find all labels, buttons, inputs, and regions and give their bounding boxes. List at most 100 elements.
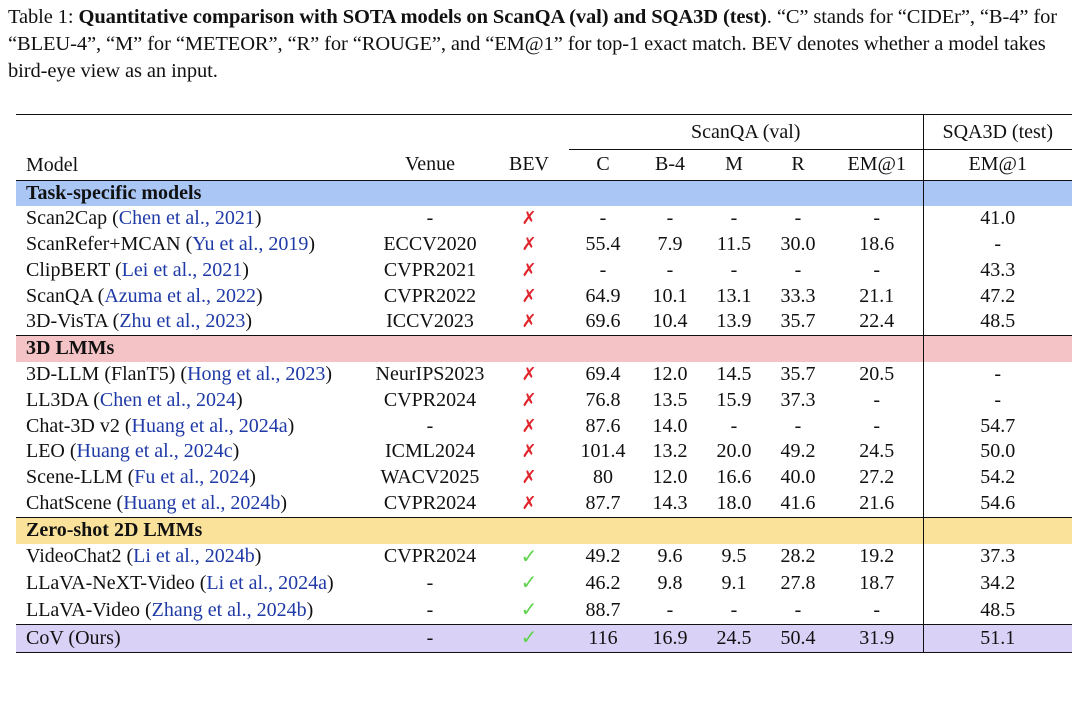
cell-sqa-em1: - — [922, 387, 1072, 414]
cell-m: 11.5 — [716, 233, 752, 256]
cross-icon: ✗ — [521, 389, 537, 411]
citation-link[interactable]: Li et al., 2024a — [206, 571, 327, 594]
cross-icon: ✗ — [521, 234, 537, 256]
model-name: LLaVA-Video (Zhang et al., 2024b) — [16, 597, 371, 626]
cell-bev: ✓ — [489, 570, 569, 597]
cell-em1: 21.1 — [859, 284, 895, 307]
cell-sqa-em1: 41.0 — [922, 206, 1072, 233]
cell-venue: - — [426, 207, 434, 230]
model-label-close: ) — [254, 545, 262, 568]
cell-b4: - — [637, 597, 703, 626]
group-header-scanqa: ScanQA (val) — [691, 121, 801, 143]
section-title-spacer — [922, 335, 1072, 363]
cell-b4: 14.3 — [637, 491, 703, 518]
citation-link[interactable]: Lei et al., 2021 — [121, 258, 243, 281]
model-label-close: ) — [308, 233, 316, 256]
cell-c: 87.7 — [569, 491, 637, 518]
cell-b4: 13.5 — [652, 388, 688, 411]
table-row: ClipBERT (Lei et al., 2021) CVPR2021 ✗ - - - -… — [16, 257, 1072, 284]
cell-c: 49.2 — [585, 545, 621, 568]
citation-link[interactable]: Huang et al., 2024b — [123, 492, 281, 515]
table-row: ChatScene (Huang et al., 2024b) CVPR2024 ✗… — [16, 491, 1072, 518]
model-name: Scan2Cap (Chen et al., 2021) — [16, 206, 371, 232]
cell-r: 27.8 — [780, 571, 816, 594]
cell-venue: - — [371, 597, 489, 626]
model-label: Scan2Cap ( — [26, 207, 119, 230]
cell-sqa-em1: 50.0 — [922, 439, 1072, 466]
model-label-close: ) — [287, 414, 295, 437]
caption-rest: . “C” stands for “CIDEr”, “B-4” for “BLE… — [8, 6, 1057, 82]
cell-venue: ICCV2023 — [371, 309, 489, 337]
table-row-ours: CoV (Ours) - ✓ 116 16.9 24.5 50.4 31.9 51.1 — [16, 624, 1072, 653]
cell-c: 80 — [593, 466, 613, 489]
citation-link[interactable]: Hong et al., 2023 — [187, 363, 326, 386]
model-label: LLaVA-NeXT-Video ( — [26, 571, 207, 594]
cell-sqa-em1: 54.6 — [922, 491, 1072, 518]
cross-icon: ✗ — [521, 415, 537, 437]
cell-em1: 21.6 — [831, 491, 923, 518]
cell-em1: - — [831, 597, 923, 626]
cell-m: 13.9 — [703, 309, 765, 337]
model-label: ChatScene ( — [26, 492, 124, 515]
table-row: LEO (Huang et al., 2024c) ICML2024 ✗ 101.4 1… — [16, 439, 1072, 466]
cell-b4: 12.0 — [652, 363, 688, 386]
section-title: Zero-shot 2D LMMs — [16, 517, 923, 544]
section-title-spacer — [922, 180, 1072, 207]
cell-c: 101.4 — [580, 440, 626, 463]
citation-link[interactable]: Zhu et al., 2023 — [119, 310, 246, 333]
citation-link[interactable]: Li et al., 2024b — [133, 545, 255, 568]
citation-link[interactable]: Yu et al., 2019 — [192, 233, 309, 256]
cross-icon: ✗ — [521, 493, 537, 515]
header-model: Model — [16, 149, 371, 181]
cell-bev: ✓ — [489, 597, 569, 626]
citation-link[interactable]: Chen et al., 2021 — [118, 207, 255, 230]
caption-label: Table 1: — [8, 6, 79, 28]
cell-b4: 14.0 — [652, 414, 688, 437]
cell-c: 55.4 — [585, 233, 621, 256]
citation-link[interactable]: Zhang et al., 2024b — [151, 598, 307, 621]
cell-r: 35.7 — [780, 363, 816, 386]
header-bev: BEV — [489, 149, 569, 181]
header-em1: EM@1 — [831, 149, 923, 181]
model-name: Chat-3D v2 (Huang et al., 2024a) — [16, 414, 371, 440]
cell-bev: ✗ — [489, 258, 569, 284]
header-b4: B-4 — [637, 149, 703, 181]
cell-b4: 16.9 — [637, 624, 703, 653]
cell-venue: CVPR2021 — [383, 258, 477, 281]
cell-r: 40.0 — [780, 466, 816, 489]
citation-link[interactable]: Huang et al., 2024a — [131, 414, 288, 437]
cell-venue: - — [371, 624, 489, 653]
cell-bev: ✗ — [489, 232, 569, 258]
model-label-close: ) — [326, 571, 334, 594]
cell-m: 24.5 — [703, 624, 765, 653]
cell-m: - — [730, 414, 738, 437]
cell-m: - — [730, 207, 738, 230]
model-name: 3D-LLM (FlanT5) (Hong et al., 2023) — [16, 362, 371, 388]
model-label-close: ) — [255, 284, 263, 307]
citation-link[interactable]: Fu et al., 2024 — [134, 466, 250, 489]
cell-venue: CVPR2024 — [383, 388, 477, 411]
cell-r: 50.4 — [765, 624, 831, 653]
cell-em1: 18.6 — [859, 233, 895, 256]
table-row: Chat-3D v2 (Huang et al., 2024a) - ✗ 87.6 14… — [16, 413, 1072, 440]
table-row: VideoChat2 (Li et al., 2024b) CVPR2024 ✓ 49… — [16, 543, 1072, 571]
cell-bev: ✗ — [489, 284, 569, 310]
cell-sqa-em1: 54.2 — [922, 465, 1072, 492]
model-label: 3D-LLM (FlanT5) ( — [26, 363, 188, 386]
results-table: ScanQA (val) SQA3D (test) Model Venue BE… — [16, 114, 1072, 653]
cell-sqa-em1: - — [922, 362, 1072, 388]
model-label-close: ) — [249, 466, 256, 489]
citation-link[interactable]: Azuma et al., 2022 — [104, 284, 256, 307]
model-label-close: ) — [242, 258, 249, 281]
model-label: ScanQA ( — [26, 284, 105, 307]
citation-link[interactable]: Huang et al., 2024c — [76, 440, 233, 463]
cell-r: 37.3 — [780, 388, 816, 411]
section-title: 3D LMMs — [16, 335, 923, 363]
model-name: ClipBERT (Lei et al., 2021) — [16, 258, 371, 284]
cell-m: 16.6 — [716, 466, 752, 489]
model-label: LLaVA-Video ( — [26, 598, 152, 621]
check-icon: ✓ — [520, 570, 538, 595]
cell-bev: ✗ — [489, 491, 569, 518]
cell-venue: CVPR2024 — [371, 491, 489, 518]
citation-link[interactable]: Chen et al., 2024 — [99, 388, 236, 411]
